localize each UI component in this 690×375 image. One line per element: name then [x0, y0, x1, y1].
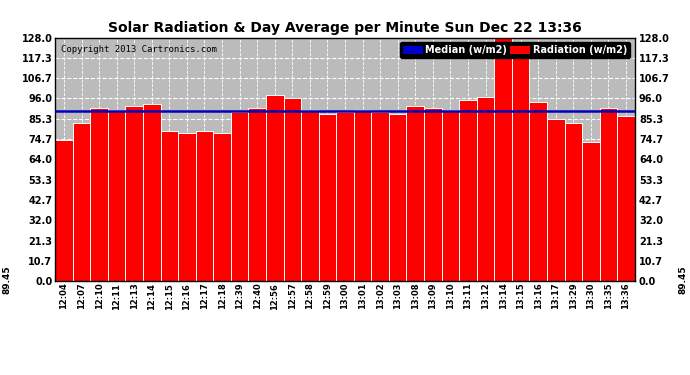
Bar: [55, 140, 72, 281]
Bar: [424, 108, 442, 281]
Bar: [284, 99, 301, 281]
Bar: [196, 131, 213, 281]
Bar: [319, 114, 336, 281]
Bar: [389, 114, 406, 281]
Bar: [213, 133, 231, 281]
Bar: [547, 119, 564, 281]
Bar: [90, 108, 108, 281]
Bar: [371, 112, 389, 281]
Text: 89.45: 89.45: [678, 266, 687, 294]
Title: Solar Radiation & Day Average per Minute Sun Dec 22 13:36: Solar Radiation & Day Average per Minute…: [108, 21, 582, 35]
Bar: [143, 104, 161, 281]
Bar: [108, 110, 126, 281]
Bar: [178, 133, 196, 281]
Text: 89.45: 89.45: [3, 266, 12, 294]
Bar: [231, 112, 248, 281]
Bar: [442, 110, 459, 281]
Bar: [266, 94, 284, 281]
Text: Copyright 2013 Cartronics.com: Copyright 2013 Cartronics.com: [61, 45, 217, 54]
Legend: Median (w/m2), Radiation (w/m2): Median (w/m2), Radiation (w/m2): [400, 42, 630, 58]
Bar: [582, 142, 600, 281]
Bar: [72, 123, 90, 281]
Bar: [126, 106, 143, 281]
Bar: [477, 96, 494, 281]
Bar: [406, 106, 424, 281]
Bar: [529, 102, 547, 281]
Bar: [494, 34, 512, 281]
Bar: [354, 110, 371, 281]
Bar: [512, 57, 529, 281]
Bar: [618, 116, 635, 281]
Bar: [564, 123, 582, 281]
Bar: [301, 110, 319, 281]
Bar: [161, 131, 178, 281]
Bar: [600, 108, 618, 281]
Bar: [459, 100, 477, 281]
Bar: [248, 108, 266, 281]
Bar: [336, 112, 354, 281]
